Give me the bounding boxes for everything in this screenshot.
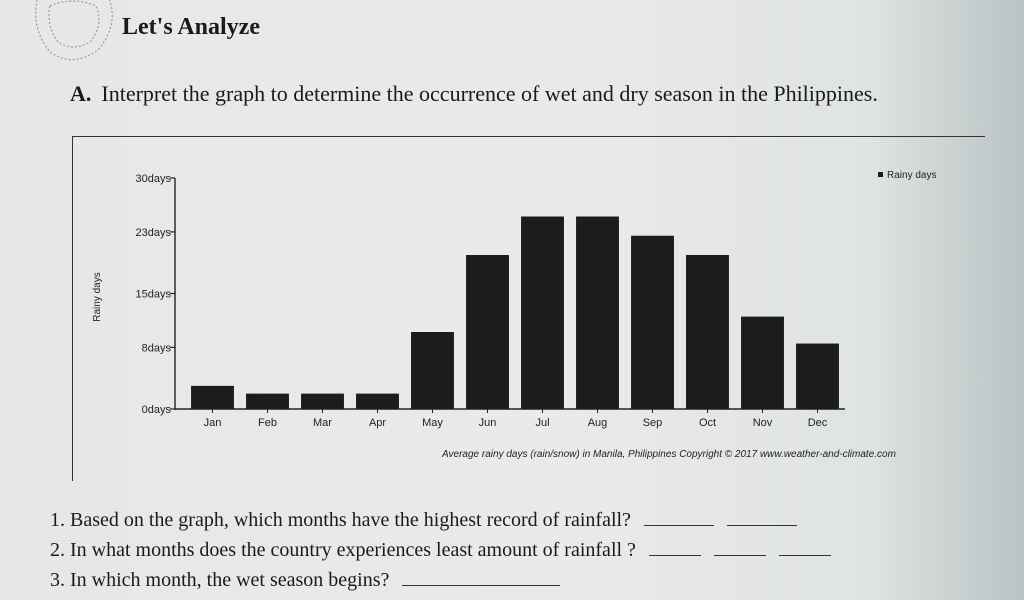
x-tick-label: Oct <box>699 417 716 429</box>
bar-nov <box>741 316 784 409</box>
question-1: 1. Based on the graph, which months have… <box>50 508 797 532</box>
x-tick-label: Jun <box>479 417 497 429</box>
chart-caption: Average rainy days (rain/snow) in Manila… <box>441 449 896 460</box>
x-tick-label: Aug <box>588 417 608 429</box>
answer-blank-2a[interactable] <box>648 541 701 556</box>
corner-seal-icon <box>35 0 113 61</box>
y-tick-label: 8days <box>142 342 172 354</box>
legend-swatch <box>878 172 883 177</box>
section-a-instruction: Interpret the graph to determine the occ… <box>101 81 878 106</box>
question-2-text: 2. In what months does the country exper… <box>50 539 636 561</box>
x-tick-label: Apr <box>369 417 386 429</box>
answer-blank-1a[interactable] <box>643 511 714 526</box>
question-1-text: 1. Based on the graph, which months have… <box>50 509 631 531</box>
bar-oct <box>686 255 729 409</box>
y-tick-label: 15days <box>136 289 172 301</box>
bar-sep <box>631 235 674 409</box>
question-3: 3. In which month, the wet season begins… <box>50 568 561 592</box>
bar-jul <box>521 216 564 409</box>
answer-blank-1b[interactable] <box>726 511 797 526</box>
x-tick-label: Mar <box>313 417 332 429</box>
section-a-label: A. <box>70 81 92 106</box>
bar-mar <box>301 393 344 409</box>
answer-blank-2b[interactable] <box>713 541 766 556</box>
chart-frame: 0days 8days 15days 23days 30days Rainy days Ja… <box>72 136 985 481</box>
x-tick-label: Nov <box>753 417 773 429</box>
x-tick-label: Jul <box>535 417 549 429</box>
x-tick-label: May <box>422 417 443 429</box>
y-axis-title: Rainy days <box>92 272 103 321</box>
y-tick-label: 0days <box>142 404 172 416</box>
bar-jun <box>466 255 509 409</box>
bar-aug <box>576 216 619 409</box>
rainy-days-bar-chart: 0days 8days 15days 23days 30days Rainy days Ja… <box>92 170 936 460</box>
question-2: 2. In what months does the country exper… <box>50 538 831 562</box>
bar-may <box>411 332 454 409</box>
bar-dec <box>796 343 839 409</box>
x-tick-label: Jan <box>204 417 222 429</box>
x-tick-label: Feb <box>258 417 277 429</box>
page-heading: Let's Analyze <box>122 14 260 40</box>
question-3-text: 3. In which month, the wet season begins… <box>50 569 390 591</box>
x-tick-label: Sep <box>643 417 663 429</box>
bar-jan <box>191 385 234 409</box>
legend-label: Rainy days <box>887 170 936 181</box>
y-tick-label: 23days <box>136 227 172 239</box>
y-tick-label: 30days <box>136 173 172 185</box>
bar-apr <box>356 393 399 409</box>
x-tick-label: Dec <box>808 417 828 429</box>
section-a: A. Interpret the graph to determine the o… <box>70 80 950 108</box>
answer-blank-2c[interactable] <box>778 541 831 556</box>
bar-feb <box>246 393 289 409</box>
answer-blank-3[interactable] <box>402 571 561 586</box>
